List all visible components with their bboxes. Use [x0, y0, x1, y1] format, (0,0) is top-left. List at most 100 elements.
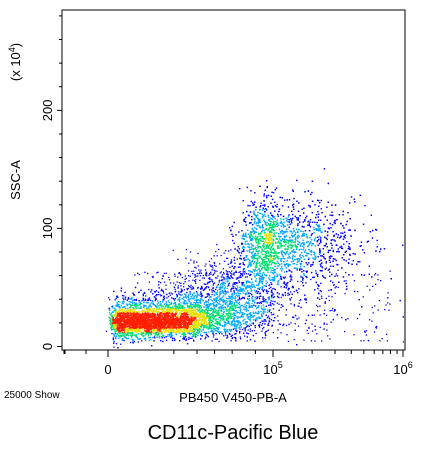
event-dot [169, 323, 171, 325]
event-dot [113, 340, 115, 343]
event-dot [168, 318, 170, 320]
event-dot [216, 313, 218, 315]
event-dot [179, 335, 182, 337]
event-dot [229, 317, 232, 319]
event-dot [136, 322, 138, 324]
event-dot [190, 331, 192, 333]
event-dot [212, 318, 214, 320]
event-dot [124, 330, 126, 332]
event-dot [120, 320, 122, 322]
event-dot [145, 295, 147, 297]
event-dot [116, 333, 118, 335]
event-dot [117, 337, 120, 339]
event-dot [158, 316, 160, 318]
event-dot [172, 323, 174, 326]
event-dot [116, 311, 118, 313]
event-dot [143, 320, 145, 322]
event-dot [159, 304, 161, 306]
event-dot [171, 314, 173, 316]
event-dot [129, 327, 131, 329]
event-dot [146, 315, 148, 318]
event-dot [200, 322, 202, 324]
event-dot [137, 325, 139, 327]
event-dot [158, 310, 160, 313]
event-dot [223, 321, 225, 323]
event-dot [145, 299, 147, 301]
event-dot [130, 309, 132, 311]
event-dot [110, 321, 112, 323]
event-dot [166, 310, 168, 312]
event-dot [345, 319, 347, 321]
event-dot [173, 330, 176, 332]
event-dot [121, 306, 124, 308]
event-dot [180, 309, 182, 311]
event-dot [203, 331, 205, 334]
event-dot [314, 329, 317, 331]
event-dot [255, 332, 257, 335]
event-dot [122, 297, 124, 299]
event-dot [244, 323, 246, 325]
event-dot [256, 302, 258, 304]
event-dot [170, 326, 172, 328]
event-dot [115, 297, 117, 300]
event-dot [137, 341, 139, 343]
event-dot [121, 314, 123, 316]
event-dot [175, 326, 177, 328]
event-dot [183, 309, 185, 311]
event-dot [200, 321, 203, 323]
event-dot [196, 322, 199, 324]
event-dot [138, 321, 141, 324]
event-dot [155, 322, 157, 324]
event-dot [175, 331, 177, 334]
event-dot [152, 331, 154, 334]
event-dot [190, 319, 192, 321]
event-dot [146, 329, 149, 331]
event-dot [156, 324, 159, 327]
event-dot [197, 312, 199, 315]
event-dot [131, 325, 133, 327]
event-dot [116, 303, 118, 305]
event-dot [147, 302, 149, 304]
event-dot [144, 333, 146, 335]
event-dot [184, 333, 187, 336]
event-dot [129, 298, 131, 300]
event-dot [115, 324, 117, 326]
event-dot [212, 312, 215, 314]
event-dot [122, 338, 124, 340]
event-dot [134, 311, 136, 313]
event-dot [156, 322, 158, 324]
event-dot [119, 328, 121, 330]
event-dot [261, 322, 264, 325]
event-dot [145, 334, 147, 336]
event-dot [141, 303, 143, 305]
event-dot [133, 339, 135, 341]
event-dot [144, 313, 147, 315]
event-dot [135, 314, 137, 317]
event-dot [163, 329, 165, 331]
event-dot [181, 330, 183, 333]
event-dot [124, 326, 126, 328]
event-dot [171, 327, 173, 329]
event-dot [190, 297, 192, 300]
event-dot [161, 304, 163, 307]
event-dot [209, 319, 211, 321]
event-dot [132, 327, 134, 329]
event-dot [123, 301, 125, 303]
event-dot [118, 322, 120, 324]
event-dot [215, 329, 217, 332]
event-dot [242, 311, 244, 314]
event-dot [221, 310, 223, 312]
event-dot [163, 331, 165, 333]
event-dot [186, 338, 188, 340]
event-dot [166, 304, 168, 307]
event-dot [171, 317, 174, 319]
event-dot [202, 317, 204, 319]
event-dot [172, 319, 175, 321]
event-dot [181, 315, 183, 318]
event-dot [111, 320, 114, 323]
event-dot [219, 317, 222, 319]
event-dot [166, 318, 168, 320]
event-dot [128, 314, 130, 316]
event-dot [115, 312, 118, 314]
event-dot [258, 312, 260, 314]
